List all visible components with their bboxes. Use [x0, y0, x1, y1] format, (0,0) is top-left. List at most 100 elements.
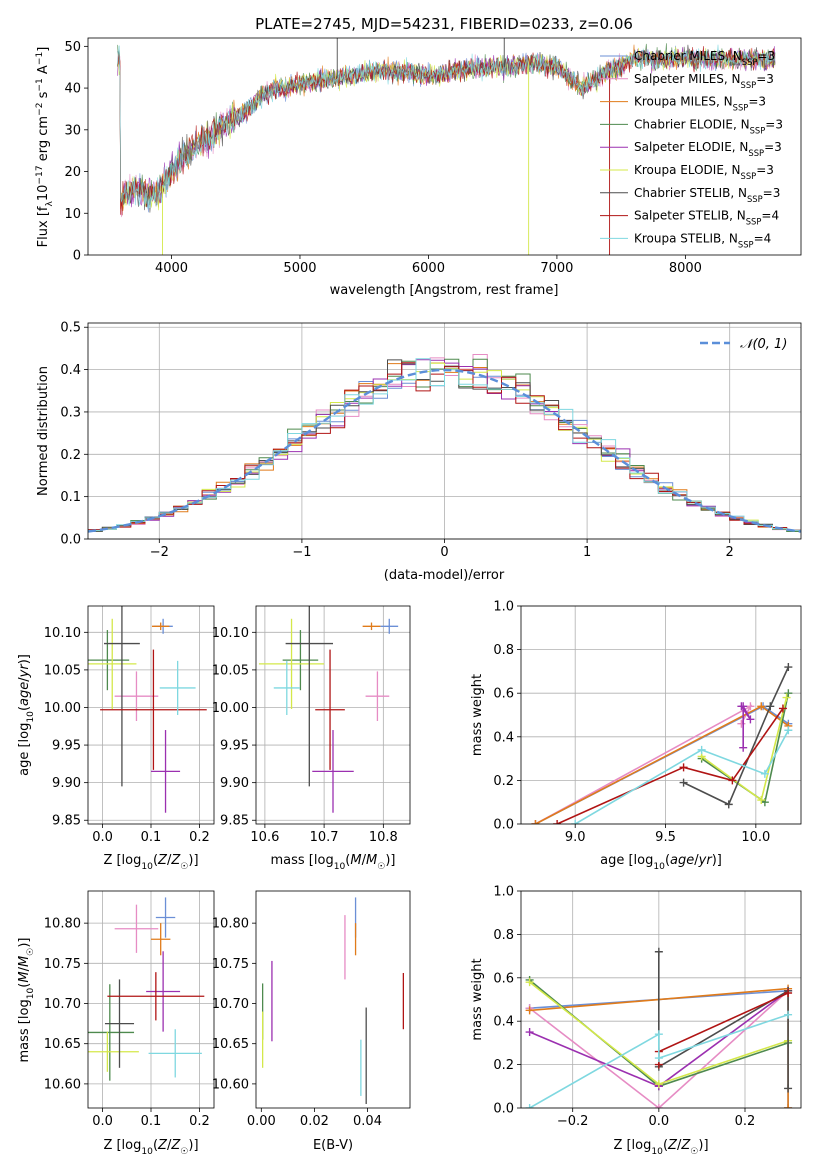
legend-label: Kroupa ELODIE, NSSP=3: [634, 163, 774, 181]
weight-marker: [679, 763, 688, 772]
tick-labels: 0.00 0.02 0.04 10.60 10.65 10.70 10.75 10.80: [212, 917, 382, 1129]
weight-marker: [724, 800, 733, 809]
x-tick-label: 10.0: [741, 830, 770, 845]
legend-label: Kroupa MILES, NSSP=3: [634, 95, 766, 113]
y-axis-label: Normed distribution: [36, 366, 51, 496]
weight-marker: [654, 1030, 663, 1039]
y-tick-label: 10.60: [212, 1077, 249, 1092]
weight-line-kroupa_miles: [535, 705, 789, 824]
y-tick-label: 0.0: [493, 818, 514, 833]
weight-marker: [784, 988, 793, 997]
error-bar-kroupa_elodie: [258, 618, 325, 709]
y-tick-label: 0.1: [60, 490, 81, 505]
error-bar-salpeter_elodie: [151, 730, 181, 813]
error-bar-kroupa_stelib: [159, 660, 196, 715]
y-tick-label: 10.10: [212, 626, 249, 641]
error-bars: [88, 897, 205, 1081]
tick-labels: 10.6 10.7 10.8 9.85 9.90 9.95 10.00 10.05 10.10: [212, 626, 398, 845]
weight-line-salpeter_stelib: [556, 708, 784, 824]
error-bar-kroupa_stelib: [148, 1029, 202, 1078]
axes-frame: [520, 890, 802, 1109]
weight-marker: [679, 778, 688, 787]
y-tick-label: 10.00: [212, 701, 249, 716]
y-tick-label: 9.95: [52, 739, 81, 754]
x-tick-label: 0.2: [189, 1114, 210, 1129]
error-bar-salpeter_miles: [365, 671, 390, 722]
y-tick-label: 10.65: [44, 1037, 81, 1052]
y-tick-label: 0.8: [493, 928, 514, 943]
x-tick-label: 0.2: [189, 830, 210, 845]
axes-weights_vs_z: −0.2 0.0 0.2 0.0 0.2 0.4 0.6 0.8 1.0 Z [log10(Z/Z…: [470, 885, 802, 1157]
y-tick-label: 0.6: [493, 687, 514, 702]
y-tick-label: 10.10: [44, 626, 81, 641]
y-tick-label: 10.00: [44, 701, 81, 716]
error-bar-chabrier_stelib: [285, 606, 333, 787]
y-tick-label: 0.3: [60, 405, 81, 420]
x-axis-label: wavelength [Angstrom, rest frame]: [330, 283, 559, 298]
x-axis-label: Z [log10(Z/Z☉)]: [103, 1138, 198, 1157]
error-bar-salpeter_stelib: [100, 649, 207, 770]
spectrum-chabrier_stelib: [117, 44, 776, 213]
chart-title: PLATE=2745, MJD=54231, FIBERID=0233, z=0…: [255, 15, 633, 33]
error-bar-kroupa_miles: [151, 923, 171, 956]
x-tick-label: 6000: [412, 261, 445, 276]
spectrum-kroupa_stelib: [117, 44, 776, 209]
error-bar-kroupa_elodie: [88, 618, 137, 709]
weight-line-kroupa_stelib: [529, 1013, 789, 1108]
weight-marker: [737, 719, 746, 728]
x-tick-label: 0.0: [92, 1114, 113, 1129]
y-tick-label: 10.75: [44, 957, 81, 972]
error-bars: [88, 606, 207, 813]
y-tick-label: 10.80: [212, 917, 249, 932]
weight-marker: [760, 769, 769, 778]
x-tick-label: 1: [583, 545, 591, 560]
y-axis-label: Flux [fλ10−17 erg cm−2 s−1 A−1]: [35, 47, 55, 248]
axes-weights_vs_age: 9.0 9.5 10.0 0.0 0.2 0.4 0.6 0.8 1.0 age [log10(a…: [470, 600, 802, 872]
weight-line-kroupa_stelib: [574, 729, 790, 824]
weight-marker: [654, 1104, 663, 1108]
y-tick-label: 10.80: [44, 917, 81, 932]
weight-marker: [697, 745, 706, 754]
error-bar-chabrier_elodie: [88, 630, 130, 691]
axes-age_vs_mass: 10.6 10.7 10.8 9.85 9.90 9.95 10.00 10.05 10.10 m…: [212, 605, 411, 872]
x-tick-label: 10.6: [250, 830, 279, 845]
y-tick-label: 10.05: [44, 663, 81, 678]
legend-label: Salpeter ELODIE, NSSP=3: [634, 140, 782, 158]
axes-frame: [520, 605, 802, 825]
x-tick-label: 0.02: [300, 1114, 329, 1129]
weight-lines: [525, 947, 793, 1108]
y-tick-label: 10.75: [212, 957, 249, 972]
weight-marker: [784, 726, 793, 735]
legend-label: Salpeter STELIB, NSSP=4: [634, 209, 779, 227]
x-tick-label: 10.7: [310, 830, 339, 845]
legend-label: 𝒩(0, 1): [740, 337, 787, 352]
weight-marker: [737, 702, 746, 711]
error-bar-chabrier_elodie: [282, 630, 319, 691]
weight-marker: [654, 1054, 663, 1063]
legend-label: Kroupa STELIB, NSSP=4: [634, 231, 771, 249]
weight-line-salpeter_elodie: [740, 705, 752, 748]
y-tick-label: 0.8: [493, 643, 514, 658]
weight-line-chabrier_stelib: [683, 666, 790, 806]
y-tick-label: 0.4: [60, 363, 81, 378]
x-tick-label: 0.00: [247, 1114, 276, 1129]
x-axis-label: age [log10(age/yr)]: [600, 853, 722, 872]
y-axis-label: mass [log10(M/M☉)]: [17, 938, 36, 1063]
y-tick-label: 10.60: [44, 1077, 81, 1092]
x-tick-label: 8000: [669, 261, 702, 276]
y-tick-label: 9.90: [52, 776, 81, 791]
y-tick-label: 10.65: [212, 1037, 249, 1052]
y-axis-label: age [log10(age/yr)]: [17, 654, 36, 776]
axes-frame: [87, 322, 802, 540]
weight-marker: [784, 1104, 793, 1108]
error-bar-kroupa_miles: [151, 622, 170, 631]
legend-label: Chabrier MILES, NSSP=3: [634, 49, 775, 67]
weight-marker: [525, 1104, 534, 1108]
error-bar-chabrier_stelib: [103, 606, 140, 787]
axes-mass_vs_z: 0.0 0.1 0.2 10.60 10.65 10.70 10.75 10.80 Z [log…: [17, 890, 215, 1157]
weight-line-chabrier_miles: [535, 705, 789, 824]
error-bar-chabrier_miles: [155, 897, 176, 938]
histogram-steps: [88, 354, 801, 533]
legend-label: Chabrier STELIB, NSSP=3: [634, 186, 780, 204]
